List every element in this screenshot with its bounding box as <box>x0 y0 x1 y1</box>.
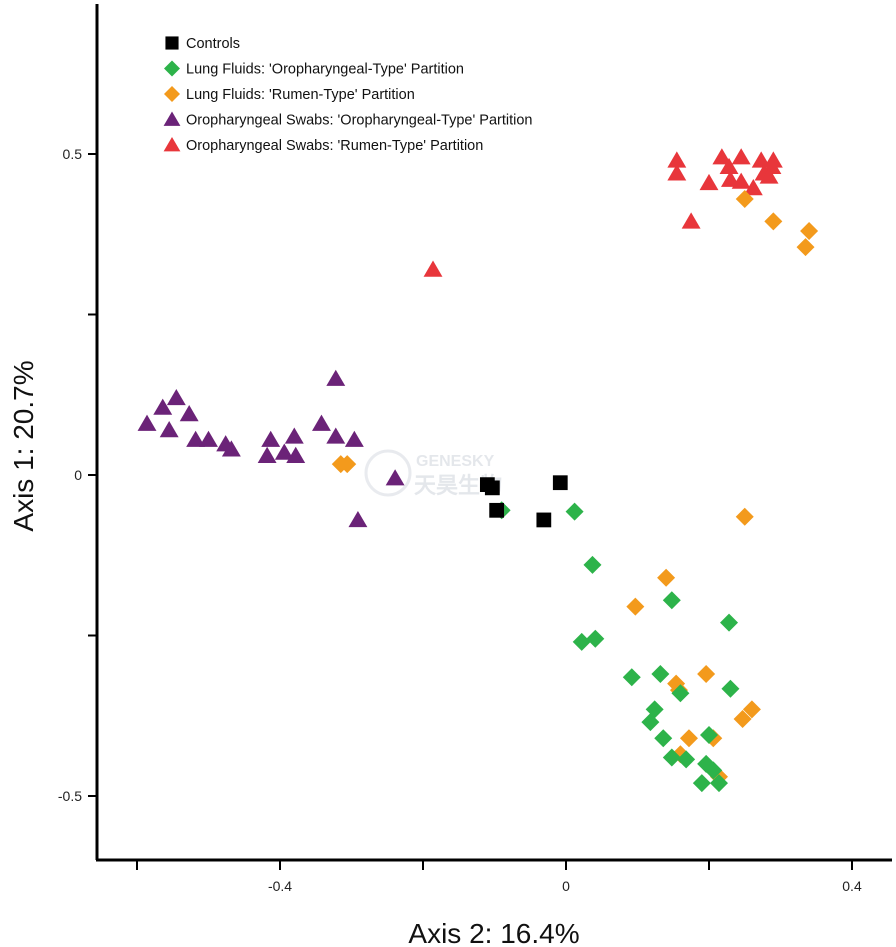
data-point <box>261 430 281 447</box>
data-point <box>710 774 729 793</box>
data-point <box>423 260 443 277</box>
data-point <box>344 430 364 447</box>
data-point <box>348 510 368 528</box>
series-group <box>137 369 405 528</box>
data-point <box>700 726 718 745</box>
data-point <box>733 709 752 728</box>
data-point <box>626 597 645 616</box>
data-point <box>704 761 723 780</box>
data-point <box>662 591 681 610</box>
data-point <box>657 568 676 587</box>
data-point <box>137 414 157 431</box>
data-point <box>667 164 687 181</box>
legend-marker <box>164 86 180 102</box>
data-point <box>742 700 761 719</box>
x-ticks: -0.4 0 0.4 <box>136 860 862 894</box>
data-point <box>565 502 584 521</box>
x-tick-label: 0.4 <box>842 878 862 894</box>
legend-label: Oropharyngeal Swabs: 'Rumen-Type' Partit… <box>186 138 483 154</box>
data-point <box>671 684 690 703</box>
data-point <box>338 455 357 474</box>
data-point <box>221 440 241 457</box>
data-point <box>586 629 605 648</box>
legend-marker <box>165 36 179 50</box>
y-tick-label: 0 <box>74 467 82 483</box>
data-point <box>759 167 779 184</box>
data-point <box>484 480 500 496</box>
data-point <box>743 179 763 196</box>
legend-marker <box>163 137 181 152</box>
data-point <box>697 665 716 684</box>
data-point <box>796 238 815 257</box>
data-point <box>721 170 740 187</box>
data-point <box>489 502 505 518</box>
data-point <box>677 750 696 769</box>
data-point <box>731 148 751 165</box>
y-tick-label: -0.5 <box>58 788 82 804</box>
data-point <box>552 475 568 491</box>
legend-marker <box>163 111 181 126</box>
x-axis-title: Axis 2: 16.4% <box>408 918 579 947</box>
data-point <box>385 469 405 486</box>
data-point <box>166 388 186 406</box>
watermark-line1: GENESKY <box>416 453 495 470</box>
data-point <box>274 443 294 460</box>
data-point <box>622 668 641 687</box>
data-point <box>654 729 673 748</box>
data-point <box>186 430 206 447</box>
watermark-logo-icon <box>364 449 412 497</box>
series-group <box>423 148 783 277</box>
data-point <box>681 212 701 229</box>
legend-marker <box>164 60 180 77</box>
data-point <box>692 774 711 793</box>
legend-label: Oropharyngeal Swabs: 'Oropharyngeal-Type… <box>186 113 532 129</box>
legend-label: Lung Fluids: 'Oropharyngeal-Type' Partit… <box>186 62 464 78</box>
data-point <box>153 398 173 415</box>
series-group <box>331 189 819 786</box>
series-group <box>479 475 568 528</box>
data-point <box>735 189 754 208</box>
data-point <box>312 414 331 431</box>
y-tick-label: 0.5 <box>63 146 83 162</box>
data-point <box>536 512 552 528</box>
data-points <box>137 148 819 793</box>
x-tick-label: -0.4 <box>268 878 292 894</box>
legend-label: Lung Fluids: 'Rumen-Type' Partition <box>186 87 415 103</box>
data-point <box>284 427 304 444</box>
y-axis-title: Axis 1: 20.7% <box>8 360 39 531</box>
data-point <box>257 446 277 463</box>
data-point <box>764 212 783 231</box>
data-point <box>712 148 732 165</box>
data-point <box>199 430 218 447</box>
data-point <box>179 405 199 422</box>
data-point <box>286 446 306 463</box>
data-point <box>699 173 719 191</box>
data-point <box>679 729 698 748</box>
data-point <box>326 369 346 386</box>
data-point <box>721 679 740 698</box>
data-point <box>751 151 771 168</box>
data-point <box>662 748 681 767</box>
data-point <box>731 172 751 189</box>
data-point <box>651 665 670 684</box>
data-point <box>735 507 754 526</box>
data-point <box>583 555 602 574</box>
legend: Controls Lung Fluids: 'Oropharyngeal-Type… <box>163 36 532 154</box>
data-point <box>719 157 739 175</box>
data-point <box>667 151 687 168</box>
data-point <box>720 613 739 632</box>
y-ticks: -0.5 0 0.5 <box>58 146 97 804</box>
data-point <box>326 427 346 444</box>
data-point <box>641 713 660 732</box>
data-point <box>762 157 782 175</box>
legend-label: Controls <box>186 36 240 52</box>
series-group <box>492 501 740 793</box>
data-point <box>159 421 179 438</box>
x-tick-label: 0 <box>562 878 570 894</box>
data-point <box>800 222 819 241</box>
data-point <box>572 632 591 651</box>
